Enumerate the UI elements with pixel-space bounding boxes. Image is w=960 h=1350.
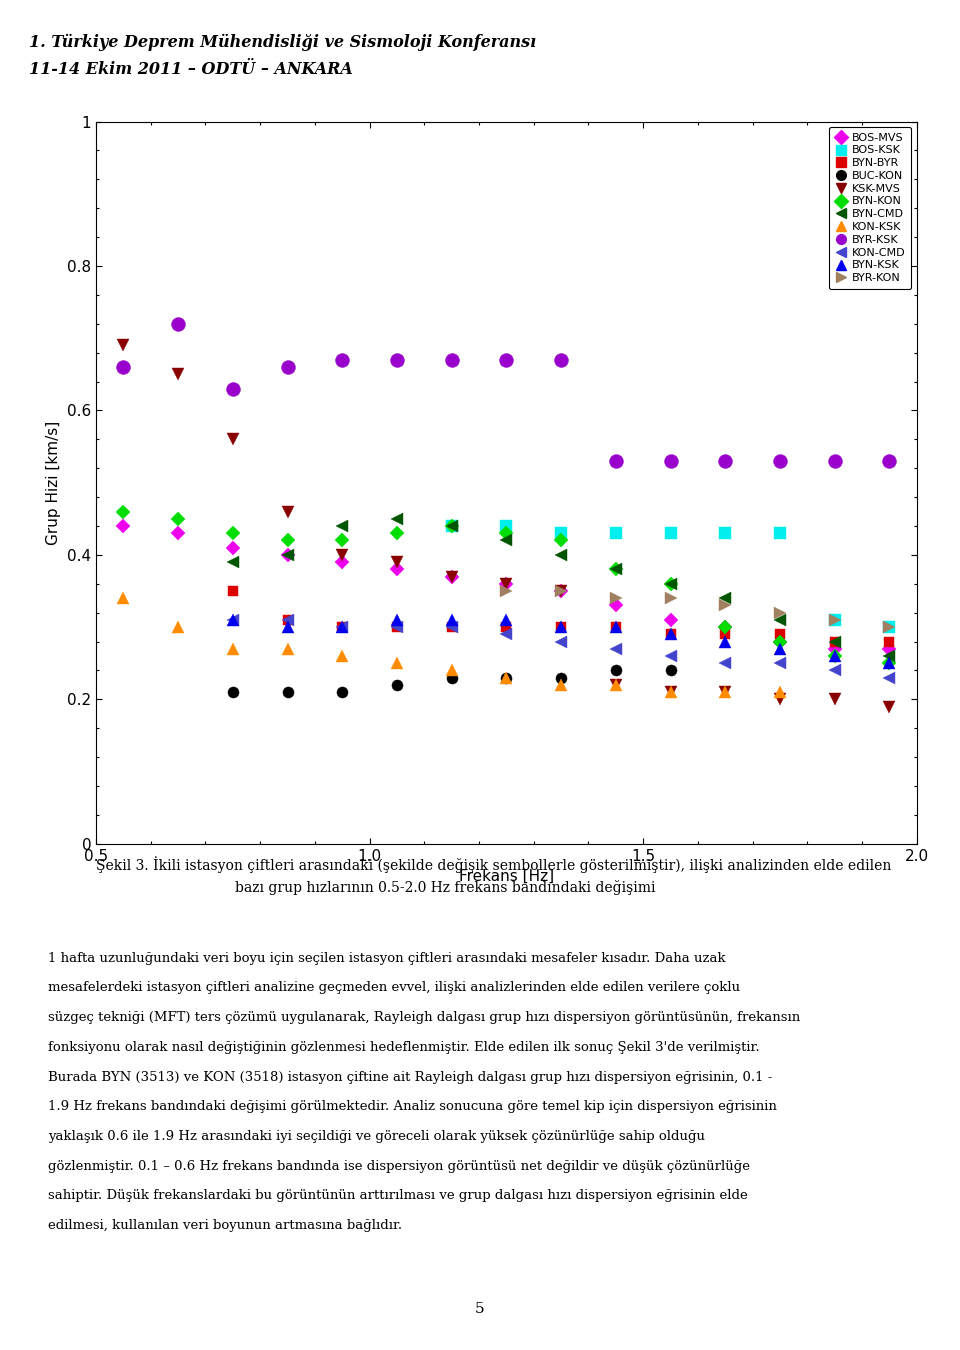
Text: gözlenmiştir. 0.1 – 0.6 Hz frekans bandında ise dispersiyon görüntüsü net değild: gözlenmiştir. 0.1 – 0.6 Hz frekans bandı…	[48, 1160, 750, 1173]
Text: fonksiyonu olarak nasıl değiştiğinin gözlenmesi hedeflenmiştir. Elde edilen ilk : fonksiyonu olarak nasıl değiştiğinin göz…	[48, 1041, 759, 1054]
X-axis label: Frekans [Hz]: Frekans [Hz]	[459, 869, 554, 884]
Text: yaklaşık 0.6 ile 1.9 Hz arasındaki iyi seçildiği ve göreceli olarak yüksek çözün: yaklaşık 0.6 ile 1.9 Hz arasındaki iyi s…	[48, 1130, 705, 1143]
Text: mesafelerdeki istasyon çiftleri analizine geçmeden evvel, ilişki analizlerinden : mesafelerdeki istasyon çiftleri analizin…	[48, 981, 740, 995]
Text: 1. Türkiye Deprem Mühendisliği ve Sismoloji Konferansı: 1. Türkiye Deprem Mühendisliği ve Sismol…	[29, 34, 536, 51]
Text: bazı grup hızlarının 0.5-2.0 Hz frekans bandındaki değişimi: bazı grup hızlarının 0.5-2.0 Hz frekans …	[235, 880, 656, 895]
Text: edilmesi, kullanılan veri boyunun artmasına bağlıdır.: edilmesi, kullanılan veri boyunun artmas…	[48, 1219, 402, 1233]
Text: süzgeç tekniği (MFT) ters çözümü uygulanarak, Rayleigh dalgası grup hızı dispers: süzgeç tekniği (MFT) ters çözümü uygulan…	[48, 1011, 801, 1025]
Text: 5: 5	[475, 1303, 485, 1316]
Legend: BOS-MVS, BOS-KSK, BYN-BYR, BUC-KON, KSK-MVS, BYN-KON, BYN-CMD, KON-KSK, BYR-KSK,: BOS-MVS, BOS-KSK, BYN-BYR, BUC-KON, KSK-…	[828, 127, 911, 289]
Text: Şekil 3. İkili istasyon çiftleri arasındaki (şekilde değişik sembollerle gösteri: Şekil 3. İkili istasyon çiftleri arasınd…	[96, 856, 892, 872]
Text: sahiptir. Düşük frekanslardaki bu görüntünün arttırılması ve grup dalgası hızı d: sahiptir. Düşük frekanslardaki bu görünt…	[48, 1189, 748, 1203]
Text: 1.9 Hz frekans bandındaki değişimi görülmektedir. Analiz sonucuna göre temel kip: 1.9 Hz frekans bandındaki değişimi görül…	[48, 1100, 777, 1114]
Text: Burada BYN (3513) ve KON (3518) istasyon çiftine ait Rayleigh dalgası grup hızı : Burada BYN (3513) ve KON (3518) istasyon…	[48, 1071, 773, 1084]
Y-axis label: Grup Hizi [km/s]: Grup Hizi [km/s]	[46, 420, 61, 545]
Text: 1 hafta uzunluğundaki veri boyu için seçilen istasyon çiftleri arasındaki mesafe: 1 hafta uzunluğundaki veri boyu için seç…	[48, 952, 726, 965]
Text: 11-14 Ekim 2011 – ODTÜ – ANKARA: 11-14 Ekim 2011 – ODTÜ – ANKARA	[29, 61, 352, 78]
